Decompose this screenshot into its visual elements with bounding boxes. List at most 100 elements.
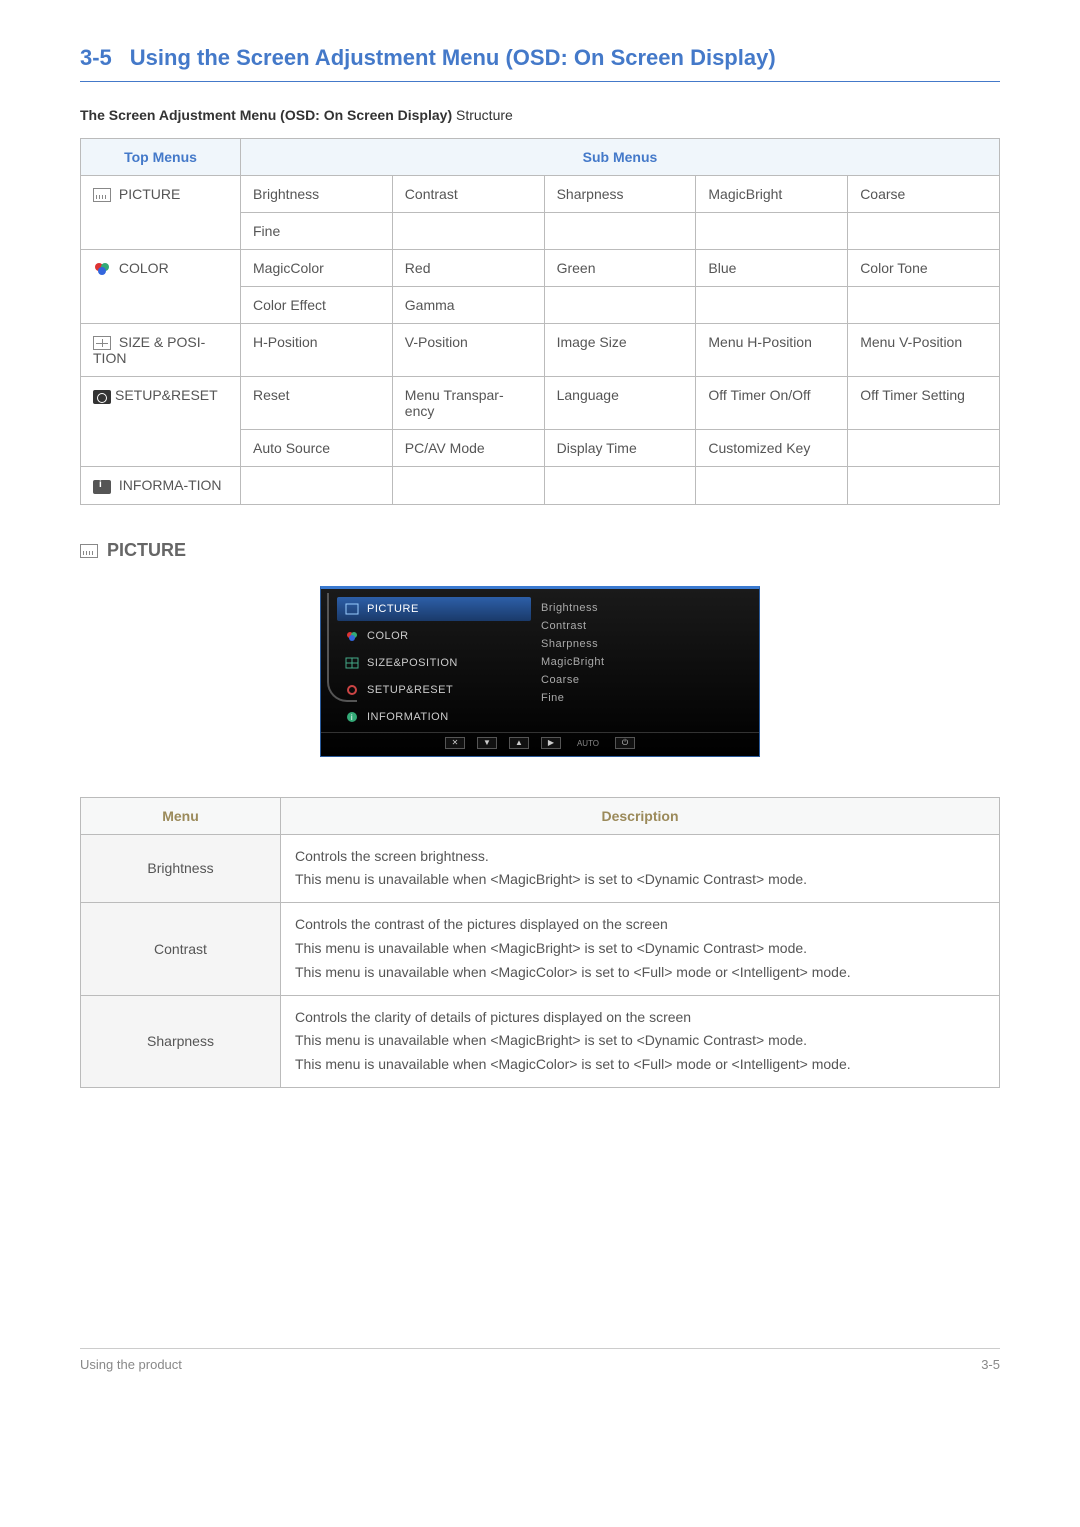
gear-icon — [345, 684, 359, 696]
picture-icon — [80, 544, 98, 558]
subtitle-rest: Structure — [452, 107, 513, 123]
osd-label: INFORMATION — [367, 711, 449, 723]
th-top-menus: Top Menus — [81, 139, 241, 176]
osd-r: MagicBright — [541, 653, 749, 671]
cell — [241, 467, 393, 504]
desc-contrast: Controls the contrast of the pictures di… — [281, 903, 1000, 995]
footer-right: 3-5 — [981, 1357, 1000, 1372]
cell: Blue — [696, 250, 848, 287]
desc-line: Controls the contrast of the pictures di… — [295, 913, 985, 937]
cell: Color Tone — [848, 250, 1000, 287]
osd-label: COLOR — [367, 630, 409, 642]
osd-btn-power: ⏻ — [615, 737, 635, 749]
info-icon — [93, 480, 111, 494]
cell: Red — [392, 250, 544, 287]
picture-icon — [345, 603, 359, 615]
cell — [848, 287, 1000, 324]
cell: Sharpness — [544, 176, 696, 213]
cell — [696, 287, 848, 324]
picture-icon — [93, 188, 111, 202]
topmenu-setup: SETUP&RESET — [81, 377, 241, 467]
cell: Reset — [241, 377, 393, 430]
cell: MagicBright — [696, 176, 848, 213]
cell: Display Time — [544, 430, 696, 467]
cell: Menu V-Position — [848, 324, 1000, 377]
cell: Fine — [241, 213, 393, 250]
info-icon: i — [345, 711, 359, 723]
cell: Green — [544, 250, 696, 287]
section-number: 3-5 — [80, 45, 112, 70]
osd-r: Coarse — [541, 671, 749, 689]
color-icon — [345, 630, 359, 642]
cell: Language — [544, 377, 696, 430]
cell: Off Timer On/Off — [696, 377, 848, 430]
cell: Image Size — [544, 324, 696, 377]
osd-btn-close: ✕ — [445, 737, 465, 749]
osd-label: PICTURE — [367, 603, 419, 615]
topmenu-size: SIZE & POSI-TION — [81, 324, 241, 377]
subtitle: The Screen Adjustment Menu (OSD: On Scre… — [80, 107, 1000, 123]
osd-bottom-bar: ✕ ▼ ▲ ▶ AUTO ⏻ — [321, 732, 759, 756]
th-sub-menus: Sub Menus — [241, 139, 1000, 176]
svg-text:i: i — [351, 713, 353, 722]
topmenu-info: INFORMA-TION — [81, 467, 241, 504]
desc-line: This menu is unavailable when <MagicBrig… — [295, 937, 985, 961]
osd-btn-down: ▼ — [477, 737, 497, 749]
cell: Brightness — [241, 176, 393, 213]
cell: Off Timer Setting — [848, 377, 1000, 430]
desc-line: This menu is unavailable when <MagicBrig… — [295, 868, 985, 892]
desc-line: Controls the clarity of details of pictu… — [295, 1006, 985, 1030]
cell: Menu H-Position — [696, 324, 848, 377]
topmenu-color: COLOR — [81, 250, 241, 324]
color-icon — [93, 262, 111, 276]
cell — [848, 430, 1000, 467]
th-menu: Menu — [81, 797, 281, 834]
osd-r: Sharpness — [541, 635, 749, 653]
osd-r: Fine — [541, 689, 749, 707]
osd-r: Contrast — [541, 617, 749, 635]
osd-btn-up: ▲ — [509, 737, 529, 749]
cell: Coarse — [848, 176, 1000, 213]
menu-sharpness: Sharpness — [81, 995, 281, 1087]
cell — [544, 213, 696, 250]
cell — [544, 467, 696, 504]
desc-sharpness: Controls the clarity of details of pictu… — [281, 995, 1000, 1087]
osd-btn-enter: ▶ — [541, 737, 561, 749]
th-desc: Description — [281, 797, 1000, 834]
cell: Auto Source — [241, 430, 393, 467]
osd-panel: PICTURE COLOR SIZE&POSITION SETUP&RESET … — [320, 586, 760, 757]
cell: V-Position — [392, 324, 544, 377]
description-table: Menu Description Brightness Controls the… — [80, 797, 1000, 1088]
section-title: 3-5Using the Screen Adjustment Menu (OSD… — [80, 45, 1000, 82]
osd-label: SIZE&POSITION — [367, 657, 458, 669]
osd-left-menu: PICTURE COLOR SIZE&POSITION SETUP&RESET … — [321, 589, 531, 732]
cell: Contrast — [392, 176, 544, 213]
osd-item-picture: PICTURE — [337, 597, 531, 621]
footer-left: Using the product — [80, 1357, 182, 1372]
cell: PC/AV Mode — [392, 430, 544, 467]
osd-item-info: i INFORMATION — [337, 705, 531, 729]
cell — [848, 467, 1000, 504]
osd-item-size: SIZE&POSITION — [337, 651, 531, 675]
cell — [696, 467, 848, 504]
cell: Customized Key — [696, 430, 848, 467]
page-footer: Using the product 3-5 — [80, 1348, 1000, 1372]
osd-label: SETUP&RESET — [367, 684, 453, 696]
cell: Gamma — [392, 287, 544, 324]
cell: Color Effect — [241, 287, 393, 324]
cell — [392, 467, 544, 504]
subtitle-bold: The Screen Adjustment Menu (OSD: On Scre… — [80, 107, 452, 123]
picture-heading: PICTURE — [80, 540, 1000, 561]
size-icon — [93, 336, 111, 350]
menu-structure-table: Top Menus Sub Menus PICTURE Brightness C… — [80, 138, 1000, 505]
size-icon — [345, 657, 359, 669]
desc-brightness: Controls the screen brightness. This men… — [281, 834, 1000, 903]
cell — [848, 213, 1000, 250]
osd-right-menu: Brightness Contrast Sharpness MagicBrigh… — [531, 589, 759, 732]
topmenu-setup-label: SETUP&RESET — [115, 387, 218, 403]
osd-item-color: COLOR — [337, 624, 531, 648]
topmenu-info-label: INFORMA-TION — [119, 477, 222, 493]
topmenu-color-label: COLOR — [119, 260, 169, 276]
menu-brightness: Brightness — [81, 834, 281, 903]
desc-line: This menu is unavailable when <MagicColo… — [295, 1053, 985, 1077]
